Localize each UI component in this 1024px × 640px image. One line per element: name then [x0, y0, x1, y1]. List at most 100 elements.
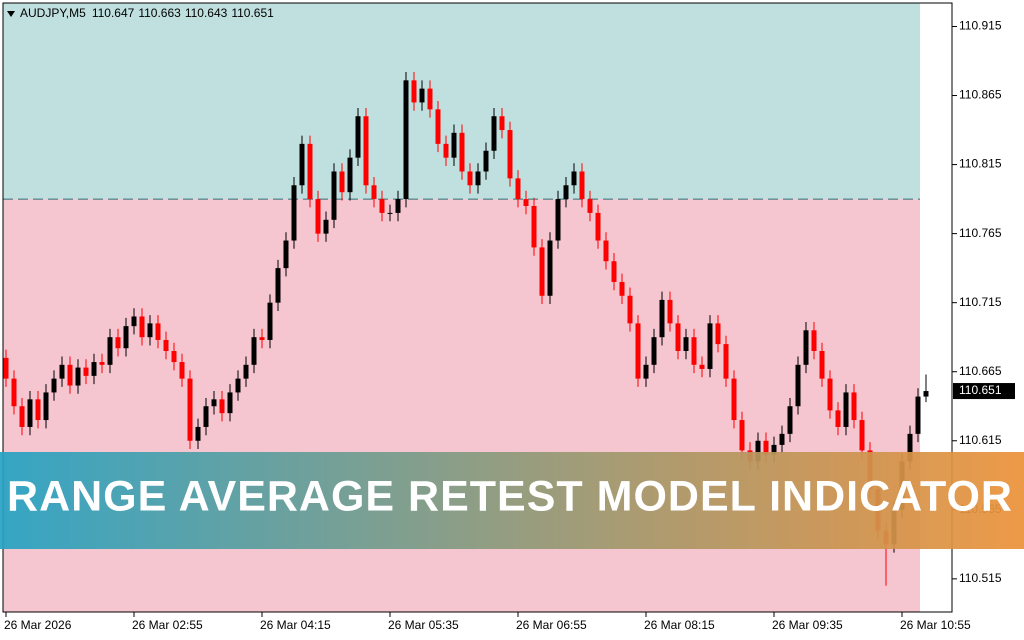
header-low: 110.643 [185, 6, 228, 20]
candle-body [579, 171, 585, 200]
header-close: 110.651 [231, 6, 274, 20]
candle-body [803, 330, 809, 365]
candle-body [795, 364, 801, 407]
candle-body [779, 433, 785, 445]
candle-body [763, 440, 769, 455]
candle-body [363, 116, 369, 186]
plot-frame [2, 2, 953, 613]
candle-body [723, 344, 729, 379]
candle-body [227, 392, 233, 414]
candle-body [235, 378, 241, 393]
candle-body [355, 116, 361, 158]
candle-body [259, 337, 265, 340]
plot-area [3, 3, 929, 612]
candle-body [195, 426, 201, 441]
candle-body [851, 392, 857, 421]
candle-body [755, 440, 761, 462]
symbol: AUDJPY,M5 [20, 6, 86, 20]
candle-body [323, 219, 329, 234]
candle-body [427, 88, 433, 110]
candle-body [35, 399, 41, 421]
candle-body [339, 171, 345, 193]
candle-body [691, 337, 697, 365]
candle-body [331, 171, 337, 220]
y-tick-label: 110.865 [959, 88, 1002, 102]
candle-body [163, 339, 169, 351]
candle-body [99, 362, 105, 365]
menu-icon[interactable] [7, 11, 15, 17]
candle-body [131, 316, 137, 327]
candle-body [683, 337, 689, 351]
x-tick-label: 26 Mar 02:55 [132, 618, 203, 632]
candle-body [715, 323, 721, 345]
candle-body [499, 116, 505, 131]
x-tick-label: 26 Mar 10:55 [900, 618, 971, 632]
candle-body [915, 396, 921, 434]
candle-body [699, 364, 705, 369]
banner [0, 452, 1024, 549]
y-tick-label: 110.765 [959, 226, 1002, 240]
candle-body [603, 240, 609, 262]
y-tick-label: 110.815 [959, 157, 1002, 171]
candle-body [595, 212, 601, 241]
y-tick-label: 110.515 [959, 571, 1002, 585]
candle-body [739, 420, 745, 451]
x-tick-label: 26 Mar 09:35 [772, 618, 843, 632]
candle-body [923, 391, 929, 397]
y-tick-label: 110.915 [959, 19, 1002, 33]
candle-body [667, 299, 673, 324]
candle-body [619, 281, 625, 296]
candle-body [179, 362, 185, 379]
candle-body [107, 337, 113, 365]
candle-body [459, 132, 465, 172]
header-open: 110.647 [92, 6, 135, 20]
y-tick-label: 110.615 [959, 433, 1002, 447]
candle-body [155, 323, 161, 340]
candle-body [827, 378, 833, 411]
candle-body [587, 199, 593, 213]
candle-body [475, 171, 481, 186]
candle-body [539, 247, 545, 296]
candle-body [307, 143, 313, 200]
candle-body [219, 399, 225, 414]
candle-body [43, 392, 49, 421]
candle-body [731, 378, 737, 421]
candle-body [403, 80, 409, 200]
candle-body [635, 323, 641, 379]
candle-body [243, 364, 249, 379]
candle-body [371, 185, 377, 200]
candle-body [771, 444, 777, 455]
candle-body [571, 171, 577, 186]
candle-body [299, 143, 305, 186]
candle-body [203, 406, 209, 427]
candle-body [859, 420, 865, 451]
candle-body [251, 337, 257, 365]
candle-body [419, 88, 425, 103]
candle-body [59, 364, 65, 379]
candle-body [379, 199, 385, 213]
candle-body [835, 410, 841, 427]
chart-header: AUDJPY,M5 110.647 110.663 110.643 110.651 [20, 6, 274, 20]
candle-body [171, 351, 177, 363]
candle-body [907, 433, 913, 462]
x-tick-label: 26 Mar 04:15 [260, 618, 331, 632]
candle-body [75, 367, 81, 386]
candle-body [651, 337, 657, 365]
candle-body [443, 143, 449, 158]
candle-body [659, 299, 665, 338]
candle-body [435, 109, 441, 144]
candle-body [387, 212, 393, 214]
candle-body [611, 261, 617, 282]
candle-body [491, 116, 497, 151]
candle-body [123, 326, 129, 349]
candle-body [147, 323, 153, 338]
candle-body [627, 295, 633, 324]
banner-text: RANGE AVERAGE RETEST MODEL INDICATOR [7, 472, 1013, 520]
price-tag-label: 110.651 [959, 383, 1002, 397]
candle-body [515, 178, 521, 200]
candle-body [523, 199, 529, 206]
candle-body [315, 199, 321, 234]
y-tick-label: 110.715 [959, 295, 1002, 309]
x-tick-label: 26 Mar 06:55 [516, 618, 587, 632]
